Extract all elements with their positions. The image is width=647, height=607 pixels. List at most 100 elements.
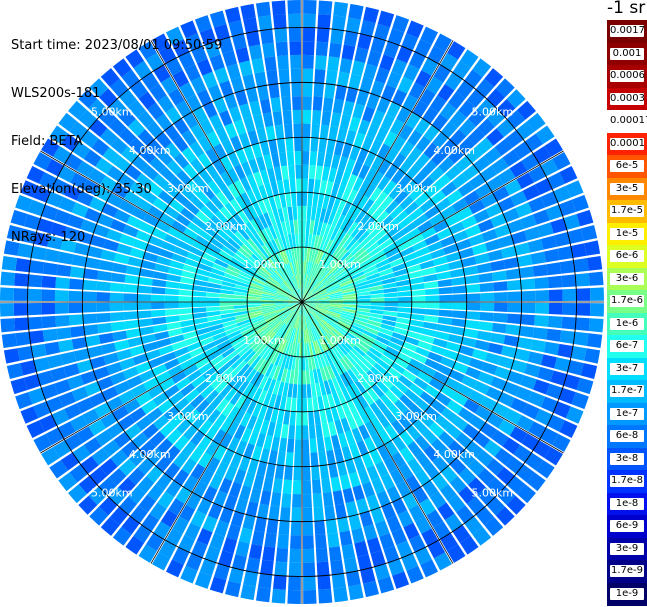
range-gate-cell bbox=[559, 165, 578, 184]
range-gate-cell bbox=[302, 205, 307, 220]
range-gate-cell bbox=[357, 468, 371, 485]
range-gate-cell bbox=[275, 547, 289, 563]
range-gate-cell bbox=[169, 391, 185, 406]
range-gate-cell bbox=[251, 253, 264, 266]
range-gate-cell bbox=[210, 375, 225, 390]
range-gate-cell bbox=[154, 331, 170, 341]
range-gate-cell bbox=[294, 137, 302, 152]
range-gate-cell bbox=[206, 306, 221, 312]
range-gate-cell bbox=[505, 456, 524, 474]
range-gate-cell bbox=[422, 480, 439, 498]
range-gate-cell bbox=[264, 283, 278, 291]
range-gate-cell bbox=[396, 106, 412, 124]
range-gate-cell bbox=[375, 461, 389, 478]
range-gate-cell bbox=[184, 64, 201, 82]
range-gate-cell bbox=[441, 181, 458, 197]
range-gate-cell bbox=[172, 547, 190, 565]
range-gate-cell bbox=[277, 251, 286, 266]
range-gate-cell bbox=[331, 573, 346, 589]
range-gate-cell bbox=[383, 310, 398, 317]
range-gate-cell bbox=[225, 580, 241, 598]
range-gate-cell bbox=[180, 185, 195, 201]
range-gate-cell bbox=[351, 324, 365, 333]
range-gate-cell bbox=[195, 380, 210, 394]
range-gate-cell bbox=[125, 535, 145, 555]
range-gate-cell bbox=[253, 357, 265, 371]
range-gate-cell bbox=[260, 29, 274, 45]
range-gate-cell bbox=[448, 494, 466, 513]
range-gate-cell bbox=[0, 318, 16, 333]
range-gate-cell bbox=[270, 181, 279, 196]
range-gate-cell bbox=[15, 331, 31, 346]
range-gate-cell bbox=[165, 106, 182, 124]
range-gate-cell bbox=[304, 261, 309, 275]
range-gate-cell bbox=[516, 121, 535, 140]
range-gate-cell bbox=[328, 293, 343, 298]
range-gate-cell bbox=[457, 449, 475, 467]
range-gate-cell bbox=[535, 125, 555, 145]
range-gate-cell bbox=[293, 261, 298, 276]
range-gate-cell bbox=[199, 558, 217, 576]
range-gate-cell bbox=[124, 319, 140, 330]
range-gate-cell bbox=[251, 277, 266, 286]
range-gate-cell bbox=[234, 230, 247, 244]
range-gate-cell bbox=[226, 330, 241, 340]
range-gate-cell bbox=[480, 302, 495, 312]
range-gate-cell bbox=[165, 480, 182, 498]
range-gate-cell bbox=[262, 289, 276, 295]
range-gate-cell bbox=[225, 268, 240, 278]
range-gate-cell bbox=[439, 102, 457, 121]
range-gate-cell bbox=[181, 325, 196, 334]
range-gate-cell bbox=[270, 491, 282, 507]
range-gate-cell bbox=[584, 240, 601, 256]
range-gate-cell bbox=[308, 342, 314, 357]
range-gate-cell bbox=[567, 228, 584, 244]
range-gate-cell bbox=[371, 155, 384, 171]
range-gate-cell bbox=[448, 260, 463, 271]
range-gate-cell bbox=[485, 239, 501, 252]
range-gate-cell bbox=[193, 317, 208, 325]
range-gate-cell bbox=[109, 292, 124, 302]
range-gate-cell bbox=[250, 279, 265, 288]
range-gate-cell bbox=[336, 404, 346, 420]
range-gate-cell bbox=[310, 312, 321, 324]
range-gate-cell bbox=[219, 507, 234, 524]
range-gate-cell bbox=[288, 297, 302, 302]
range-gate-cell bbox=[403, 64, 420, 82]
range-gate-cell bbox=[247, 296, 262, 300]
range-ring-label: 2.00km bbox=[357, 372, 399, 385]
range-gate-cell bbox=[249, 487, 262, 504]
range-gate-cell bbox=[249, 314, 264, 322]
range-gate-cell bbox=[191, 216, 206, 229]
range-gate-cell bbox=[302, 297, 316, 302]
range-gate-cell bbox=[264, 348, 275, 362]
range-gate-cell bbox=[426, 509, 444, 528]
range-gate-cell bbox=[139, 268, 155, 278]
range-gate-cell bbox=[151, 294, 165, 302]
range-gate-cell bbox=[228, 20, 244, 37]
range-gate-cell bbox=[272, 110, 283, 126]
range-gate-cell bbox=[457, 407, 475, 423]
range-gate-cell bbox=[304, 274, 308, 289]
range-gate-cell bbox=[46, 396, 64, 413]
range-gate-cell bbox=[327, 379, 337, 394]
range-gate-cell bbox=[257, 85, 269, 101]
range-gate-cell bbox=[339, 316, 354, 325]
range-gate-cell bbox=[192, 174, 207, 190]
range-gate-cell bbox=[106, 396, 124, 412]
range-gate-cell bbox=[278, 520, 290, 535]
range-gate-cell bbox=[272, 271, 284, 283]
range-gate-cell bbox=[33, 401, 51, 419]
range-gate-cell bbox=[415, 451, 431, 469]
range-gate-cell bbox=[222, 537, 238, 554]
range-gate-cell bbox=[138, 494, 156, 513]
range-gate-cell bbox=[259, 328, 272, 339]
range-gate-cell bbox=[490, 213, 507, 228]
range-gate-cell bbox=[289, 548, 302, 563]
range-gate-cell bbox=[476, 262, 492, 274]
range-gate-cell bbox=[239, 60, 253, 77]
range-gate-cell bbox=[96, 292, 111, 302]
range-gate-cell bbox=[176, 418, 192, 435]
range-gate-cell bbox=[302, 411, 308, 426]
range-gate-cell bbox=[210, 237, 225, 250]
